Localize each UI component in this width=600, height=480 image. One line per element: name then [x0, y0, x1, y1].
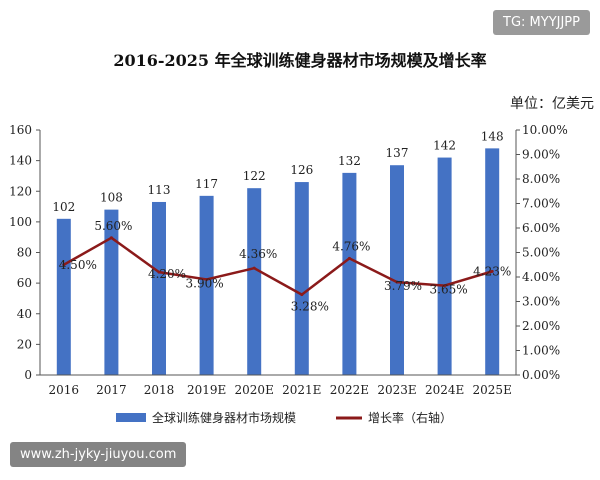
x-tick-label: 2019E — [187, 383, 226, 397]
bar — [294, 182, 309, 375]
y-right-tick-label: 9.00% — [522, 148, 560, 162]
y-right-tick-label: 1.00% — [522, 344, 560, 358]
bar — [390, 165, 404, 375]
y-right-tick-label: 2.00% — [522, 319, 560, 333]
x-tick-label: 2017 — [96, 383, 127, 397]
bar-value-label: 126 — [290, 163, 313, 177]
y-left-tick-label: 20 — [17, 337, 32, 351]
line-point — [62, 263, 66, 267]
y-left-tick-label: 100 — [9, 215, 32, 229]
bar — [104, 209, 119, 375]
line-point — [395, 280, 399, 284]
y-right-tick-label: 7.00% — [522, 197, 560, 211]
unit-label: 单位：亿美元 — [510, 96, 594, 112]
y-right-tick-label: 0.00% — [522, 368, 560, 382]
x-tick-label: 2020E — [235, 383, 274, 397]
line-point — [205, 277, 209, 281]
bar-value-label: 148 — [481, 129, 504, 143]
bar-series: 102 108 113 117 122 126 132 137 142 148 — [52, 129, 504, 375]
bar-value-label: 142 — [433, 139, 456, 153]
line-point — [157, 270, 161, 274]
y-left-tick-label: 120 — [9, 184, 32, 198]
line-value-label: 3.28% — [291, 300, 329, 314]
x-tick-label: 2022E — [330, 383, 369, 397]
y-right-tick-label: 6.00% — [522, 221, 560, 235]
line-value-label: 4.50% — [59, 258, 97, 272]
bar-value-label: 117 — [195, 177, 218, 191]
bar — [342, 172, 357, 375]
bar — [56, 218, 71, 375]
line-point — [490, 269, 494, 273]
axes: 0 20 40 60 80 100 120 140 160 0.00% 1.00% 2.00% 3.00… — [9, 123, 568, 397]
bar — [437, 157, 452, 375]
x-tick-label: 2024E — [425, 383, 464, 397]
bar-value-label: 113 — [148, 183, 171, 197]
y-left-tick-label: 40 — [17, 307, 32, 321]
x-tick-label: 2023E — [377, 383, 416, 397]
y-left-tick-label: 140 — [9, 154, 32, 168]
line-point — [109, 236, 113, 240]
line-value-label: 4.36% — [239, 247, 277, 261]
bar — [485, 148, 500, 375]
watermark-bottom: www.zh-jyky-jiuyou.com — [10, 442, 187, 467]
line-point — [252, 266, 256, 270]
legend-bar-swatch — [116, 413, 146, 422]
line-value-label: 3.65% — [430, 283, 468, 297]
bar — [199, 195, 214, 375]
line-value-label: 4.23% — [473, 264, 511, 278]
watermark-top: TG: MYYJJPP — [493, 10, 590, 35]
legend: 全球训练健身器材市场规模 增长率（右轴） — [116, 410, 452, 425]
y-left-tick-label: 80 — [17, 246, 32, 260]
legend-bar-label: 全球训练健身器材市场规模 — [152, 410, 296, 425]
y-right-tick-label: 5.00% — [522, 246, 560, 260]
line-series: 4.50% 5.60% 4.20%3.90% 4.36% 3.28% 4.76% 3.79%… — [59, 219, 512, 314]
line-point — [443, 284, 447, 288]
line-point — [347, 256, 351, 260]
bar-value-label: 102 — [52, 200, 75, 214]
y-left-tick-label: 160 — [9, 123, 32, 137]
y-right-tick-label: 10.00% — [522, 123, 568, 137]
growth-line — [63, 236, 493, 296]
chart-title: 2016-2025 年全球训练健身器材市场规模及增长率 — [113, 51, 486, 70]
y-right-tick-label: 8.00% — [522, 172, 560, 186]
line-value-label: 5.60% — [94, 219, 132, 233]
y-right-tick-label: 4.00% — [522, 270, 560, 284]
x-tick-label: 2016 — [49, 383, 80, 397]
bar-value-label: 132 — [338, 154, 361, 168]
legend-line-label: 增长率（右轴） — [368, 410, 452, 425]
line-value-label: 3.90% — [186, 276, 224, 290]
line-value-label: 3.79% — [384, 279, 422, 293]
x-tick-label: 2021E — [282, 383, 321, 397]
y-right-tick-label: 3.00% — [522, 295, 560, 309]
y-left-tick-label: 0 — [24, 368, 32, 382]
x-tick-label: 2018 — [144, 383, 175, 397]
bar-value-label: 108 — [100, 191, 123, 205]
x-tick-label: 2025E — [473, 383, 512, 397]
line-value-label: 4.76% — [332, 239, 370, 253]
bar-value-label: 137 — [386, 146, 409, 160]
bar — [247, 188, 262, 375]
line-value-label: 4.20% — [148, 267, 186, 281]
bar-value-label: 122 — [243, 169, 266, 183]
bar — [152, 201, 166, 375]
line-point — [300, 293, 304, 297]
y-left-tick-label: 60 — [17, 276, 32, 290]
